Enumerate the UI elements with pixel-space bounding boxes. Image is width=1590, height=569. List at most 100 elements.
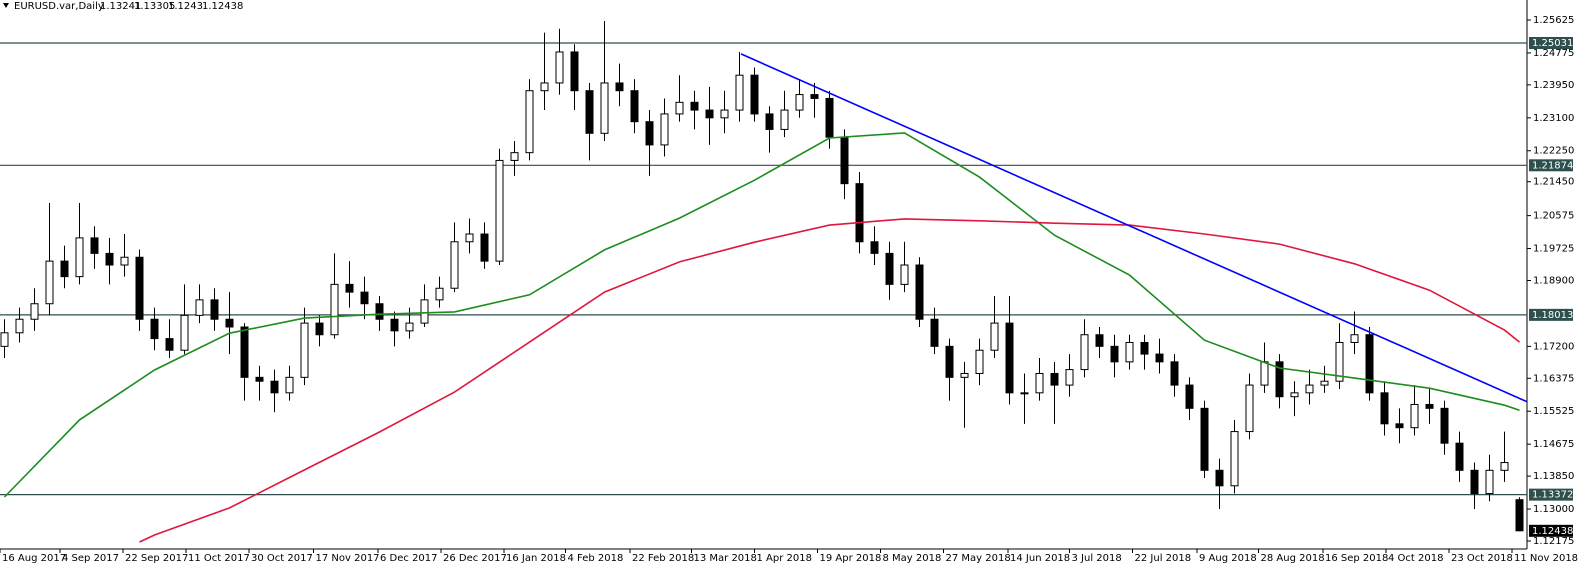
x-tick-label: 4 Feb 2018 <box>568 553 624 564</box>
x-tick-label: 14 Jun 2018 <box>1010 553 1070 564</box>
candle-body <box>195 299 204 316</box>
candle-body <box>1125 341 1134 363</box>
candle-body <box>90 237 99 254</box>
candle-body <box>1035 372 1044 394</box>
moving-average <box>139 218 1520 543</box>
candle-body <box>450 241 459 289</box>
y-tick-label: 1.23100 <box>1533 113 1574 124</box>
close-price: 1.12438 <box>202 1 243 12</box>
candle-body <box>1260 361 1269 386</box>
candle-body <box>1020 392 1029 395</box>
candle-body <box>0 332 9 347</box>
candle-body <box>855 183 864 243</box>
candle-body <box>1185 384 1194 409</box>
candle-body <box>1155 353 1164 363</box>
y-tick-label: 1.16375 <box>1533 373 1574 384</box>
y-tick-label: 1.21450 <box>1533 177 1574 188</box>
candle-body <box>1110 345 1119 363</box>
candle-body <box>1005 322 1014 394</box>
candle-body <box>810 94 819 99</box>
x-tick-label: 13 Mar 2018 <box>694 553 757 564</box>
candle-body <box>270 380 279 394</box>
candle-body <box>570 51 579 92</box>
candle-body <box>105 252 114 266</box>
current-price-box <box>1529 524 1573 537</box>
candle-body <box>240 326 249 378</box>
candle-body <box>405 322 414 332</box>
candle-body <box>615 82 624 92</box>
x-tick-label: 4 Sep 2017 <box>62 553 119 564</box>
candle-body <box>315 322 324 336</box>
candle-body <box>960 372 969 378</box>
candle-body <box>1305 384 1314 394</box>
candle-body <box>780 109 789 130</box>
candle-body <box>1080 334 1089 371</box>
candle-body <box>45 260 54 305</box>
candle-body <box>1500 462 1509 471</box>
level-label-box <box>1529 159 1573 172</box>
candle-body <box>990 322 999 351</box>
level-label: 1.18013 <box>1532 310 1573 321</box>
x-tick-label: 8 May 2018 <box>883 553 942 564</box>
current-price-label: 1.12438 <box>1532 526 1573 537</box>
y-tick-label: 1.12175 <box>1533 536 1574 547</box>
y-tick-label: 1.15525 <box>1533 406 1574 417</box>
y-tick-label: 1.24775 <box>1533 48 1574 59</box>
candle-body <box>360 291 369 305</box>
candle-body <box>135 256 144 320</box>
candle-body <box>1140 341 1149 355</box>
candle-body <box>690 101 699 111</box>
candle-body <box>1275 361 1284 398</box>
candle-body <box>1485 469 1494 495</box>
y-tick-label: 1.25625 <box>1533 15 1574 26</box>
candle-body <box>15 318 24 334</box>
candle-body <box>285 376 294 394</box>
candle-body <box>720 109 729 119</box>
candle-body <box>1215 469 1224 487</box>
candle-body <box>510 152 519 161</box>
candle-body <box>375 303 384 320</box>
candle-body <box>795 94 804 111</box>
y-tick-label: 1.13850 <box>1533 471 1574 482</box>
candle-body <box>255 376 264 382</box>
candle-body <box>915 264 924 320</box>
candle-body <box>420 299 429 324</box>
candle-body <box>165 338 174 351</box>
level-label: 1.13372 <box>1532 490 1573 501</box>
candle-body <box>600 82 609 134</box>
x-tick-label: 22 Sep 2017 <box>125 553 188 564</box>
low-price: 1.1243 <box>168 1 203 12</box>
candle-body <box>1515 499 1524 532</box>
candle-body <box>1470 469 1479 495</box>
y-tick-label: 1.14675 <box>1533 439 1574 450</box>
candle-body <box>30 303 39 320</box>
moving-average <box>3 132 1520 498</box>
y-tick-label: 1.13000 <box>1533 504 1574 515</box>
candle-body <box>705 109 714 119</box>
level-label: 1.21874 <box>1532 160 1573 171</box>
candle-body <box>1365 334 1374 394</box>
candle-body <box>840 136 849 185</box>
x-tick-label: 16 Sep 2018 <box>1325 553 1388 564</box>
candle-body <box>555 51 564 84</box>
candle-body <box>120 256 129 266</box>
candle-body <box>885 252 894 285</box>
x-tick-label: 28 Aug 2018 <box>1261 553 1325 564</box>
candle-body <box>975 349 984 374</box>
candle-body <box>1320 380 1329 386</box>
open-price: 1.13241 <box>100 1 141 12</box>
candle-body <box>1380 392 1389 425</box>
candle-body <box>765 113 774 130</box>
trendline <box>740 53 1527 403</box>
candle-body <box>1050 372 1059 386</box>
y-tick-label: 1.20575 <box>1533 211 1574 222</box>
candle-body <box>1395 423 1404 429</box>
y-tick-label: 1.17200 <box>1533 341 1574 352</box>
candle-body <box>585 90 594 134</box>
candle-body <box>630 90 639 123</box>
x-tick-label: 19 Apr 2018 <box>820 553 882 564</box>
candle-body <box>1095 334 1104 347</box>
candle-body <box>900 264 909 285</box>
